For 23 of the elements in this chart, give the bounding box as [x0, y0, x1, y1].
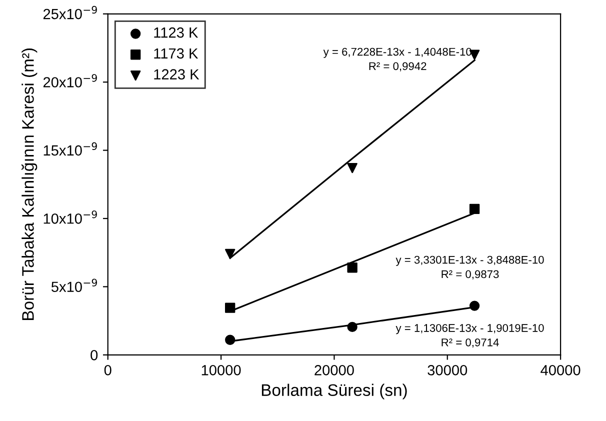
legend-label: 1173 K	[154, 48, 198, 59]
x-tick-label: 0	[104, 365, 112, 376]
point	[225, 248, 236, 260]
y-tick-label: 0	[90, 350, 98, 360]
y-tick-label: 20x10$^{−9}$	[43, 74, 97, 88]
x-tick-label: 10000	[202, 365, 241, 376]
annotation: y = 1,1306E-13x - 1,9019E-10 R² = 0,9714	[396, 324, 544, 348]
x-tick-label: 20000	[314, 365, 354, 376]
y-axis-title: Borür Tabaka Kalınlığının Karesi (m²)	[21, 48, 38, 320]
annotation: y = 3,3301E-13x - 3,8488E-10 R² = 0,9873	[396, 256, 544, 280]
point	[469, 204, 480, 214]
legend-label: 1223 K	[154, 69, 200, 80]
point	[347, 162, 358, 174]
y-tick-label: 25x10$^{−9}$	[43, 6, 97, 20]
x-axis-title: Borlama Süresi (sn)	[262, 384, 407, 400]
x-tick-label: 40000	[540, 365, 580, 376]
annotation: y = 6,7228E-13x - 1,4048E-10 R² = 0,9942	[323, 48, 472, 72]
y-tick-label: 10x10$^{−9}$	[44, 210, 97, 224]
x-tick-label: 30000	[428, 365, 468, 376]
legend-label: 1123 K	[154, 27, 198, 38]
point	[347, 262, 358, 273]
y-tick-label: 15x10$^{−9}$	[44, 142, 97, 156]
y-tick-label: 5x10$^{−9}$	[51, 278, 97, 292]
